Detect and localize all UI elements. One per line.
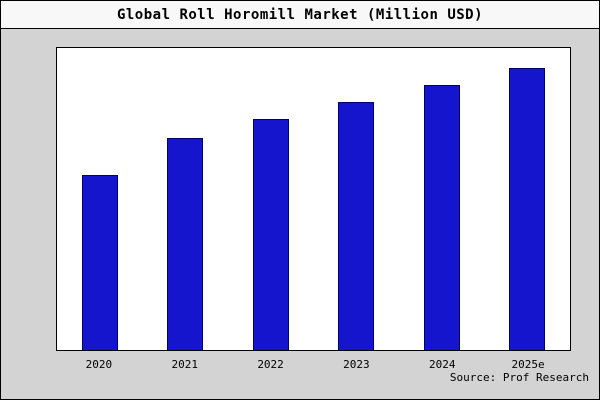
chart-title: Global Roll Horomill Market (Million USD… [116, 6, 484, 23]
x-label-slot: 2022 [228, 353, 314, 372]
x-tick-label: 2024 [428, 358, 456, 371]
source-note: Source: Prof Research [449, 371, 589, 384]
bar [423, 84, 460, 350]
x-label-slot: 2024 [399, 353, 485, 372]
bar [81, 175, 118, 350]
bar [252, 118, 289, 350]
x-tick-label: 2020 [85, 358, 113, 371]
x-axis-labels: 2020 2021 2022 2023 2024 2025e [56, 353, 571, 372]
x-label-slot: 2025e [485, 353, 571, 372]
bar [167, 138, 204, 350]
x-label-slot: 2021 [142, 353, 228, 372]
x-tick-label: 2025e [511, 358, 545, 371]
bar-slot [399, 48, 485, 350]
x-tick-label: 2023 [343, 358, 370, 371]
bar [338, 101, 375, 350]
x-label-slot: 2023 [313, 353, 399, 372]
bars-container [57, 48, 570, 350]
chart-title-band: Global Roll Horomill Market (Million USD… [1, 1, 599, 29]
bar-slot [143, 48, 229, 350]
x-tick-label: 2022 [257, 358, 284, 371]
bar-slot [228, 48, 314, 350]
bar-slot [314, 48, 400, 350]
x-label-slot: 2020 [56, 353, 142, 372]
bar-slot [57, 48, 143, 350]
plot-area [56, 47, 571, 351]
bar [509, 67, 546, 350]
bar-slot [485, 48, 571, 350]
x-tick-label: 2021 [171, 358, 198, 371]
